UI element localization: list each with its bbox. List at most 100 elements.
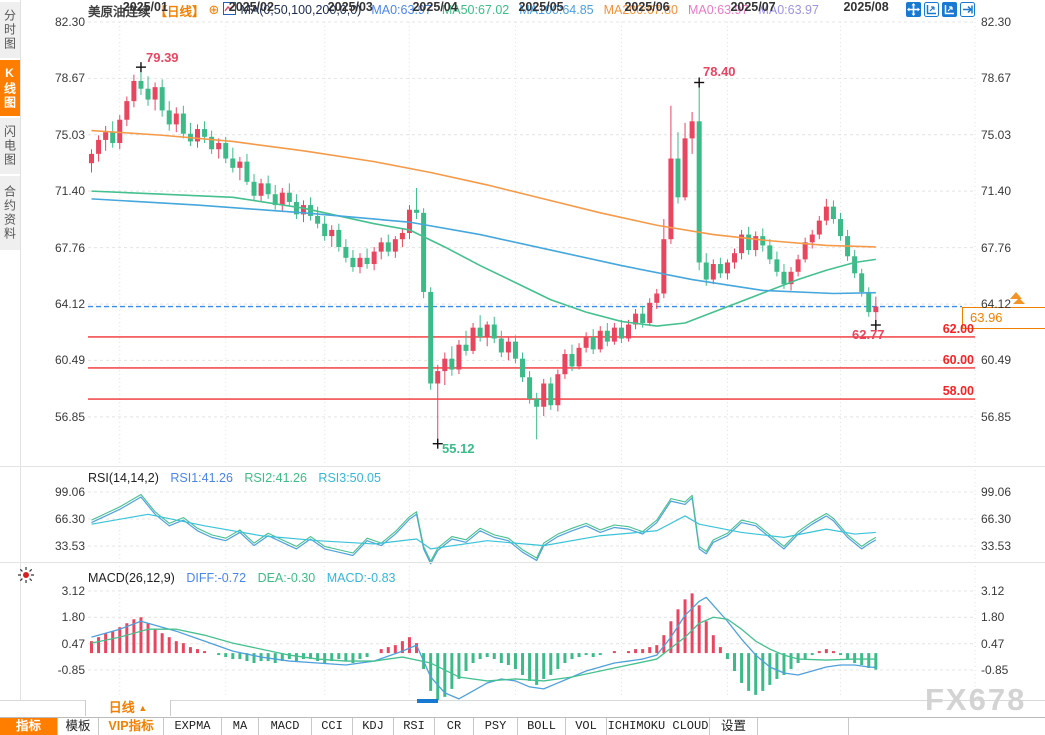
candle-body (385, 242, 391, 252)
x-axis-month-label: 2025/04 (412, 0, 458, 14)
toolbar-item-vol[interactable]: VOL (566, 718, 607, 735)
toolbar-tab-indicators[interactable]: 指标 (0, 718, 58, 735)
candle-body (216, 143, 222, 150)
rsi2-line (91, 493, 877, 562)
y-axis-label: 60.49 (981, 353, 1012, 368)
period-tag: 【日线】 (154, 4, 205, 19)
rsi3-line (91, 513, 876, 550)
sun-marker-icon[interactable] (16, 565, 36, 585)
axis-scale-filled-icon[interactable] (942, 2, 957, 17)
axis-scale-icon[interactable] (924, 2, 939, 17)
rsi-axis-label: 99.06 (981, 485, 1012, 499)
candle-body (371, 251, 377, 265)
toolbar-item-kdj[interactable]: KDJ (353, 718, 394, 735)
instrument-title: 美原油连续 (88, 4, 151, 19)
toolbar-tab-templates[interactable]: 模板 (58, 718, 99, 735)
toolbar-item-settings[interactable]: 设置 (710, 718, 758, 735)
candle-body (421, 212, 427, 292)
candle-body (272, 194, 278, 206)
y-axis-label: 82.30 (981, 15, 1012, 29)
candle-body (428, 291, 434, 384)
panel-divider (0, 562, 1045, 563)
sidebar-tab-time-chart[interactable]: 分时图 (0, 2, 20, 58)
y-axis-label: 67.76 (981, 240, 1012, 255)
rsi-panel-header: RSI(14,14,2) RSI1:41.26 RSI2:41.26 RSI3:… (88, 471, 389, 485)
ma200-value: MA200:67.80 (603, 3, 678, 17)
rsi-axis-label: 33.53 (981, 538, 1012, 553)
candle-body (852, 256, 858, 274)
indicator-toolbar: 指标 模板 VIP指标 EXPMA MA MACD CCI KDJ RSI CR… (0, 717, 1045, 735)
macd-axis-label: 0.47 (981, 636, 1005, 651)
sidebar-tab-kline-chart[interactable]: K线图 (0, 60, 20, 116)
y-axis-label: 75.03 (981, 127, 1012, 142)
candle-body (89, 153, 94, 164)
candle-body (343, 246, 349, 258)
candle-body (124, 101, 130, 120)
candle-body (689, 121, 695, 139)
macd-value: MACD:-0.83 (326, 571, 396, 585)
candle-body (110, 132, 116, 144)
candle-body (753, 236, 759, 251)
toolbar-item-rsi[interactable]: RSI (394, 718, 435, 735)
toolbar-item-ichimoku[interactable]: ICHIMOKU CLOUD (607, 718, 710, 735)
move-icon[interactable] (906, 2, 921, 17)
candle-body (357, 257, 363, 268)
candle-body (774, 259, 780, 272)
xaxis-divider (0, 700, 1045, 701)
candle-body (866, 291, 872, 313)
ma200-line (91, 129, 876, 248)
sidebar-tab-contract-info[interactable]: 合约资料 (0, 176, 20, 250)
candle-body (251, 181, 257, 196)
candle-body (548, 383, 554, 406)
macd-axis-label: -0.85 (981, 663, 1009, 677)
rsi-axis-label: 33.53 (54, 538, 85, 553)
candle-body (555, 374, 561, 406)
macd-settings-label[interactable]: MACD(26,12,9) (88, 571, 175, 585)
x-axis-month-label: 2025/03 (327, 0, 373, 14)
candle-body (682, 138, 688, 198)
candle-body (96, 139, 102, 154)
pan-right-icon[interactable] (960, 2, 975, 17)
toolbar-item-cci[interactable]: CCI (312, 718, 353, 735)
ma0b-value: MA0:63.97 (687, 3, 749, 17)
toolbar-item-boll[interactable]: BOLL (518, 718, 566, 735)
candle-body (668, 158, 674, 240)
candle-body (180, 113, 186, 134)
y-axis-label: 82.30 (54, 15, 85, 29)
y-axis-label: 71.40 (981, 184, 1012, 199)
add-circle-icon[interactable]: ⊕ (208, 2, 220, 17)
sidebar-tab-flash-chart[interactable]: 闪电图 (0, 118, 20, 174)
rsi3-value: RSI3:50.05 (318, 471, 381, 485)
ma-settings-label[interactable]: MA(0,50,100,200,0,0) (240, 3, 362, 17)
candle-body (279, 192, 285, 206)
y-axis-label: 60.49 (54, 353, 85, 368)
macd-panel-header: MACD(26,12,9) DIFF:-0.72 DEA:-0.30 MACD:… (88, 571, 404, 585)
macd-axis-label: -0.85 (57, 663, 85, 677)
candle-body (611, 327, 617, 342)
toolbar-item-expma[interactable]: EXPMA (164, 718, 222, 735)
candle-body (449, 358, 455, 370)
x-axis-month-label: 2025/06 (624, 0, 670, 14)
candle-body (873, 306, 879, 313)
toolbar-item-cr[interactable]: CR (435, 718, 474, 735)
candle-body (724, 262, 730, 274)
toolbar-item-ma[interactable]: MA (222, 718, 259, 735)
toolbar-tab-vip-indicators[interactable]: VIP指标 (99, 718, 164, 735)
candle-body (661, 239, 667, 294)
candle-body (597, 330, 603, 350)
candle-body (837, 219, 843, 237)
toolbar-item-psy[interactable]: PSY (474, 718, 518, 735)
chart-tool-icons (906, 2, 975, 17)
macd-axis-label: 1.80 (981, 610, 1005, 625)
candle-body (569, 354, 575, 367)
candle-body (781, 271, 787, 285)
macd-axis-label: 3.12 (61, 584, 85, 598)
rsi-settings-label[interactable]: RSI(14,14,2) (88, 471, 159, 485)
period-select-button[interactable]: 日线 ▲ (85, 700, 171, 716)
rsi-axis-label: 99.06 (54, 485, 85, 499)
candle-body (131, 80, 137, 102)
candle-body (315, 215, 321, 224)
crosshair-date-marker (417, 699, 438, 703)
toolbar-item-macd[interactable]: MACD (259, 718, 312, 735)
